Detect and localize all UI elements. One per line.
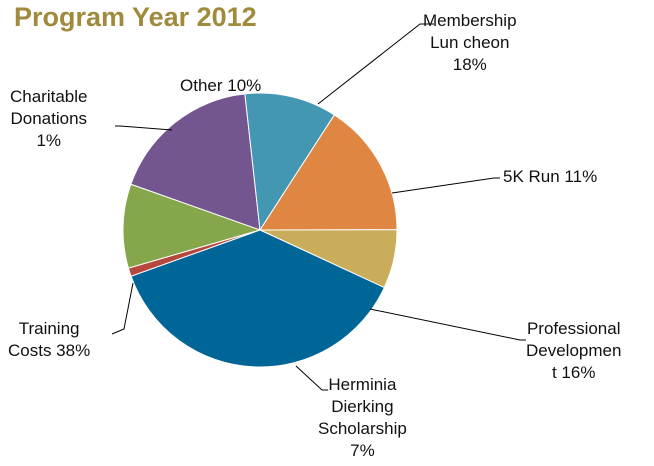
label-charitable-donations: Charitable Donations 1% xyxy=(10,87,88,150)
leader-line-membership-luncheon xyxy=(317,23,434,105)
pie-slice-other xyxy=(122,183,262,269)
label-herminia-dierking-scholarship: Herminia Dierking Scholarship 7% xyxy=(318,375,407,460)
pie-slice-professional-development xyxy=(259,114,398,231)
label-membership-luncheon: Membership Lun cheon 18% xyxy=(423,11,517,74)
leader-line-charitable-donations xyxy=(115,125,173,131)
label-training-costs: Training Costs 38% xyxy=(8,319,91,360)
pie-slice-training-costs xyxy=(130,229,385,368)
leader-line-professional-development xyxy=(369,308,526,341)
label-5k-run: 5K Run 11% xyxy=(503,167,598,186)
label-professional-development: Professional Developmen t 16% xyxy=(526,319,622,382)
leader-line-5k-run xyxy=(391,177,500,194)
leader-line-herminia-dierking-scholarship xyxy=(295,365,328,391)
chart-title: Program Year 2012 xyxy=(14,2,257,32)
leader-line-training-costs xyxy=(111,282,134,335)
label-other: Other 10% xyxy=(180,76,262,95)
pie-slice-membership-luncheon xyxy=(130,93,261,231)
pie-slice-5k-run xyxy=(244,92,336,232)
